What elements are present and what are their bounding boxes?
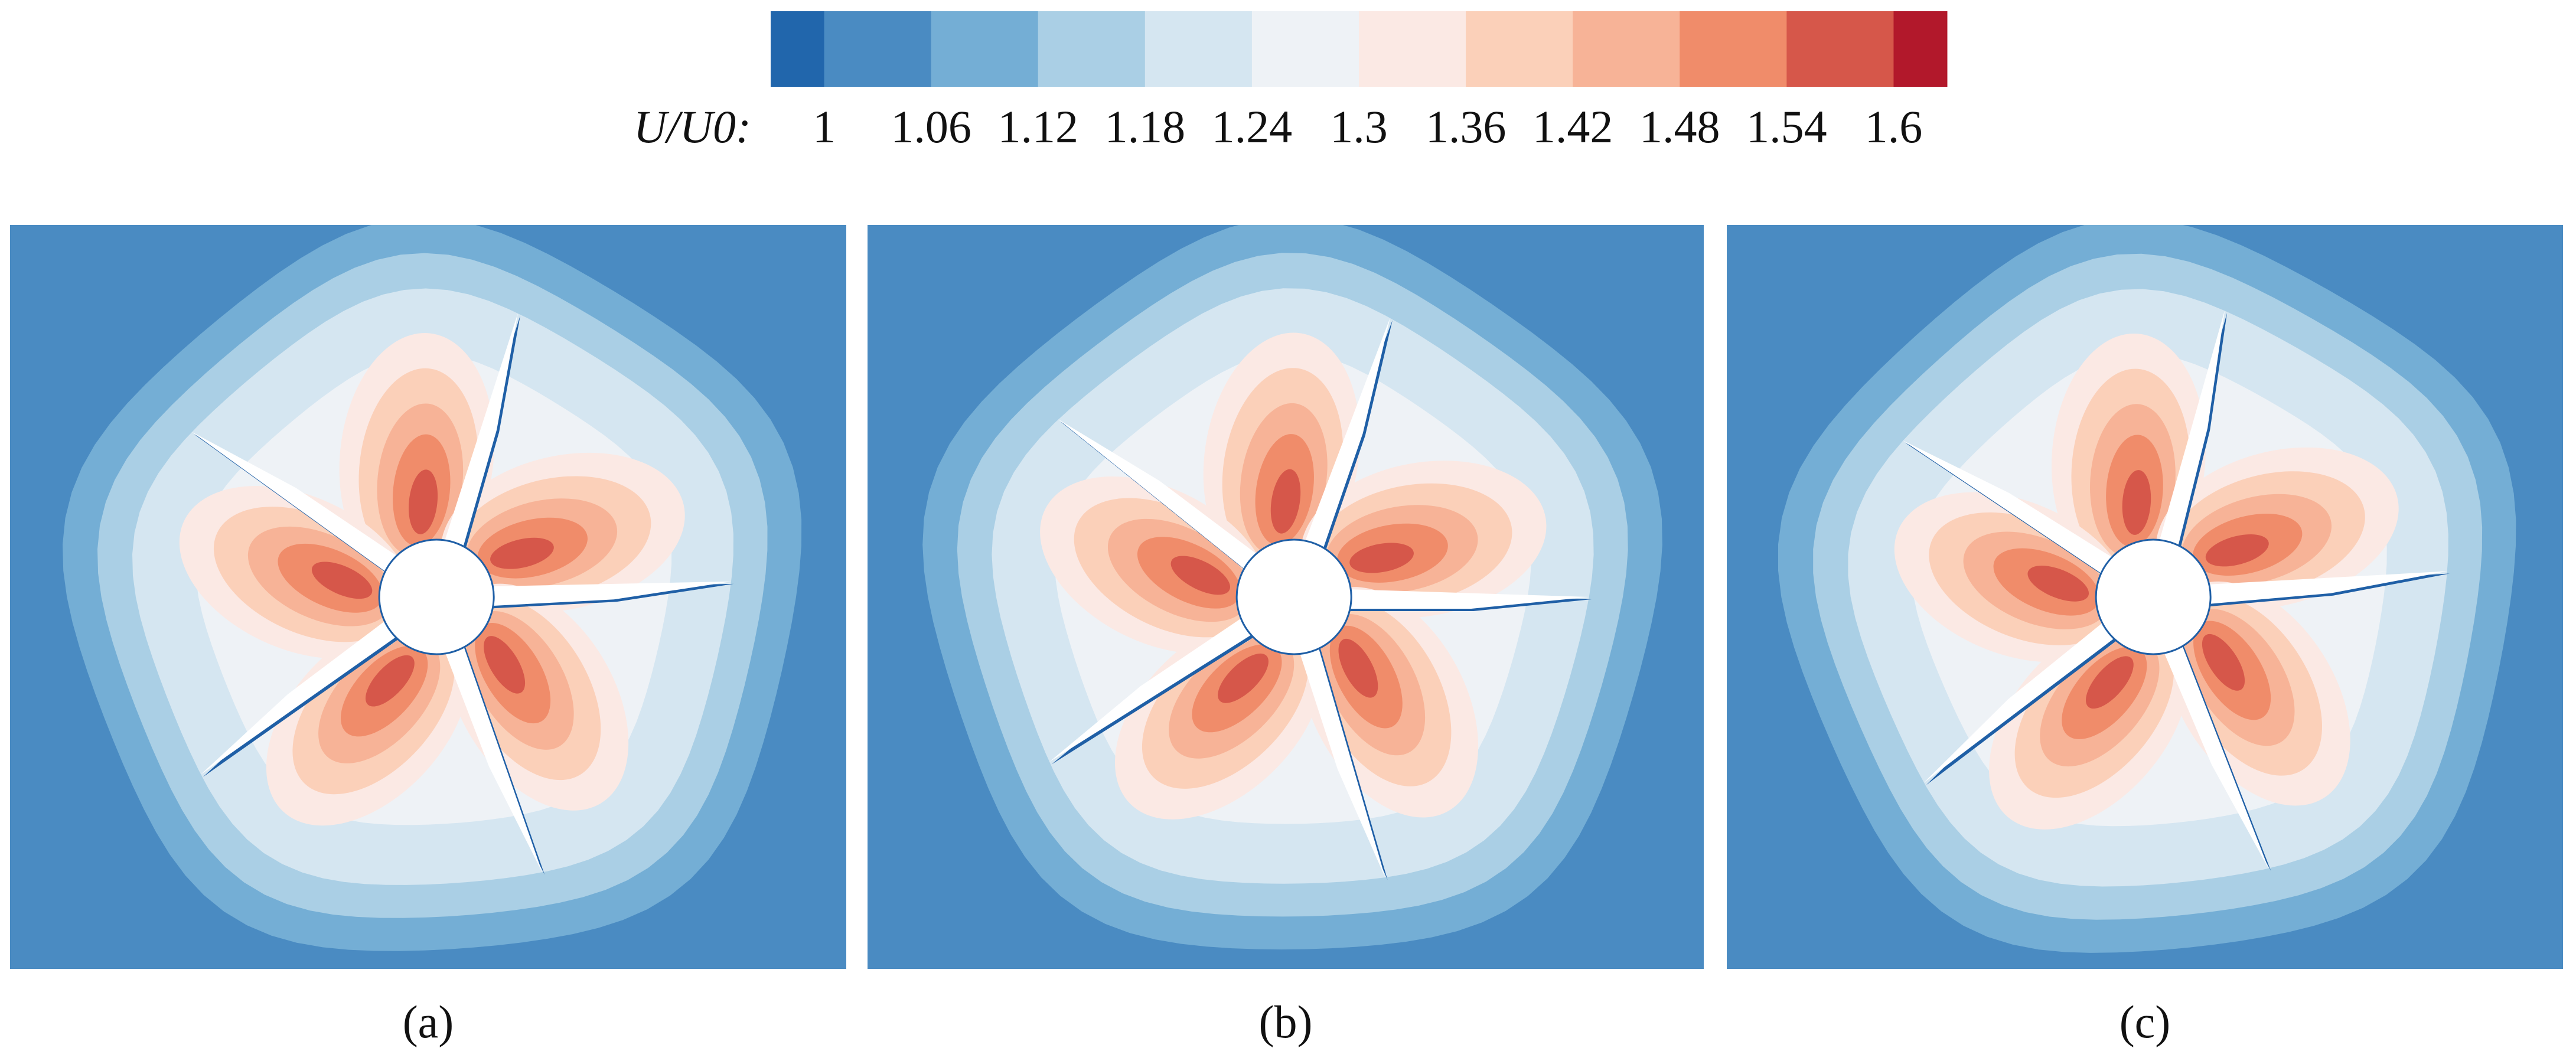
colorbar-tick-label: 1.24	[1212, 101, 1293, 152]
contour-lobe	[1218, 653, 1269, 703]
colorbar-swatch	[1466, 11, 1573, 87]
colorbar-tick-label: 1.54	[1746, 101, 1827, 152]
blade	[2187, 571, 2448, 606]
contour-lobe	[484, 636, 526, 694]
contour-lobe	[365, 655, 415, 707]
contour-panel	[868, 225, 1704, 969]
colorbar-swatch	[1144, 11, 1253, 87]
hub	[1235, 538, 1352, 655]
colorbar-swatch	[771, 11, 825, 87]
colorbar-swatch	[1251, 11, 1359, 87]
blade	[1058, 419, 1273, 583]
contour-panel	[10, 225, 846, 969]
contour-lobe	[2086, 656, 2134, 709]
hub	[378, 538, 495, 655]
panel-label: (a)	[403, 996, 454, 1047]
panel-label: (b)	[1259, 996, 1313, 1047]
contour-lobe	[2027, 566, 2089, 602]
contour-lobe	[408, 469, 438, 534]
colorbar-swatch	[1680, 11, 1787, 87]
colorbar-swatch	[1786, 11, 1894, 87]
blade	[1329, 589, 1590, 609]
blade	[2154, 310, 2225, 566]
blade	[1923, 610, 2131, 783]
blade	[191, 432, 414, 585]
contour-lobe	[1349, 543, 1414, 573]
colorbar-tick-label: 1.18	[1105, 101, 1186, 152]
colorbar-label: U/U0:	[634, 101, 751, 152]
contour-lobe	[1338, 638, 1378, 698]
colorbar-tick-label: 1.3	[1330, 101, 1388, 152]
contour-panel	[1727, 225, 2563, 969]
colorbar-swatch	[1038, 11, 1146, 87]
panel-label: (c)	[2120, 996, 2171, 1047]
blade	[471, 581, 732, 607]
blade	[438, 313, 518, 566]
colorbar-tick-label: 1	[813, 101, 836, 152]
blade	[200, 609, 413, 775]
colorbar-swatch	[1893, 11, 1948, 87]
blade	[1049, 606, 1270, 762]
contour-lobe	[490, 537, 554, 569]
colorbar-swatch	[1573, 11, 1680, 87]
colorbar-swatch	[824, 11, 932, 87]
contour-lobe	[1170, 556, 1231, 595]
contour-lobe	[2122, 470, 2151, 535]
blade	[2156, 626, 2269, 869]
contour-lobe	[311, 561, 373, 599]
blade	[1293, 628, 1385, 878]
colorbar-tick-label: 1.12	[997, 101, 1078, 152]
contour-lobe	[1270, 469, 1301, 534]
colorbar-tick-label: 1.06	[891, 101, 971, 152]
colorbar-swatch	[931, 11, 1039, 87]
contour-lobe	[2205, 534, 2269, 567]
blade	[438, 626, 543, 873]
colorbar-tick-label: 1.42	[1532, 101, 1613, 152]
colorbar-tick-label: 1.36	[1426, 101, 1507, 152]
hub	[2095, 538, 2212, 655]
colorbar-swatch	[1359, 11, 1466, 87]
blade	[1903, 440, 2130, 586]
contour-lobe	[2202, 634, 2245, 691]
blade	[1297, 318, 1390, 567]
colorbar-tick-label: 1.6	[1865, 101, 1923, 152]
colorbar-tick-label: 1.48	[1639, 101, 1720, 152]
